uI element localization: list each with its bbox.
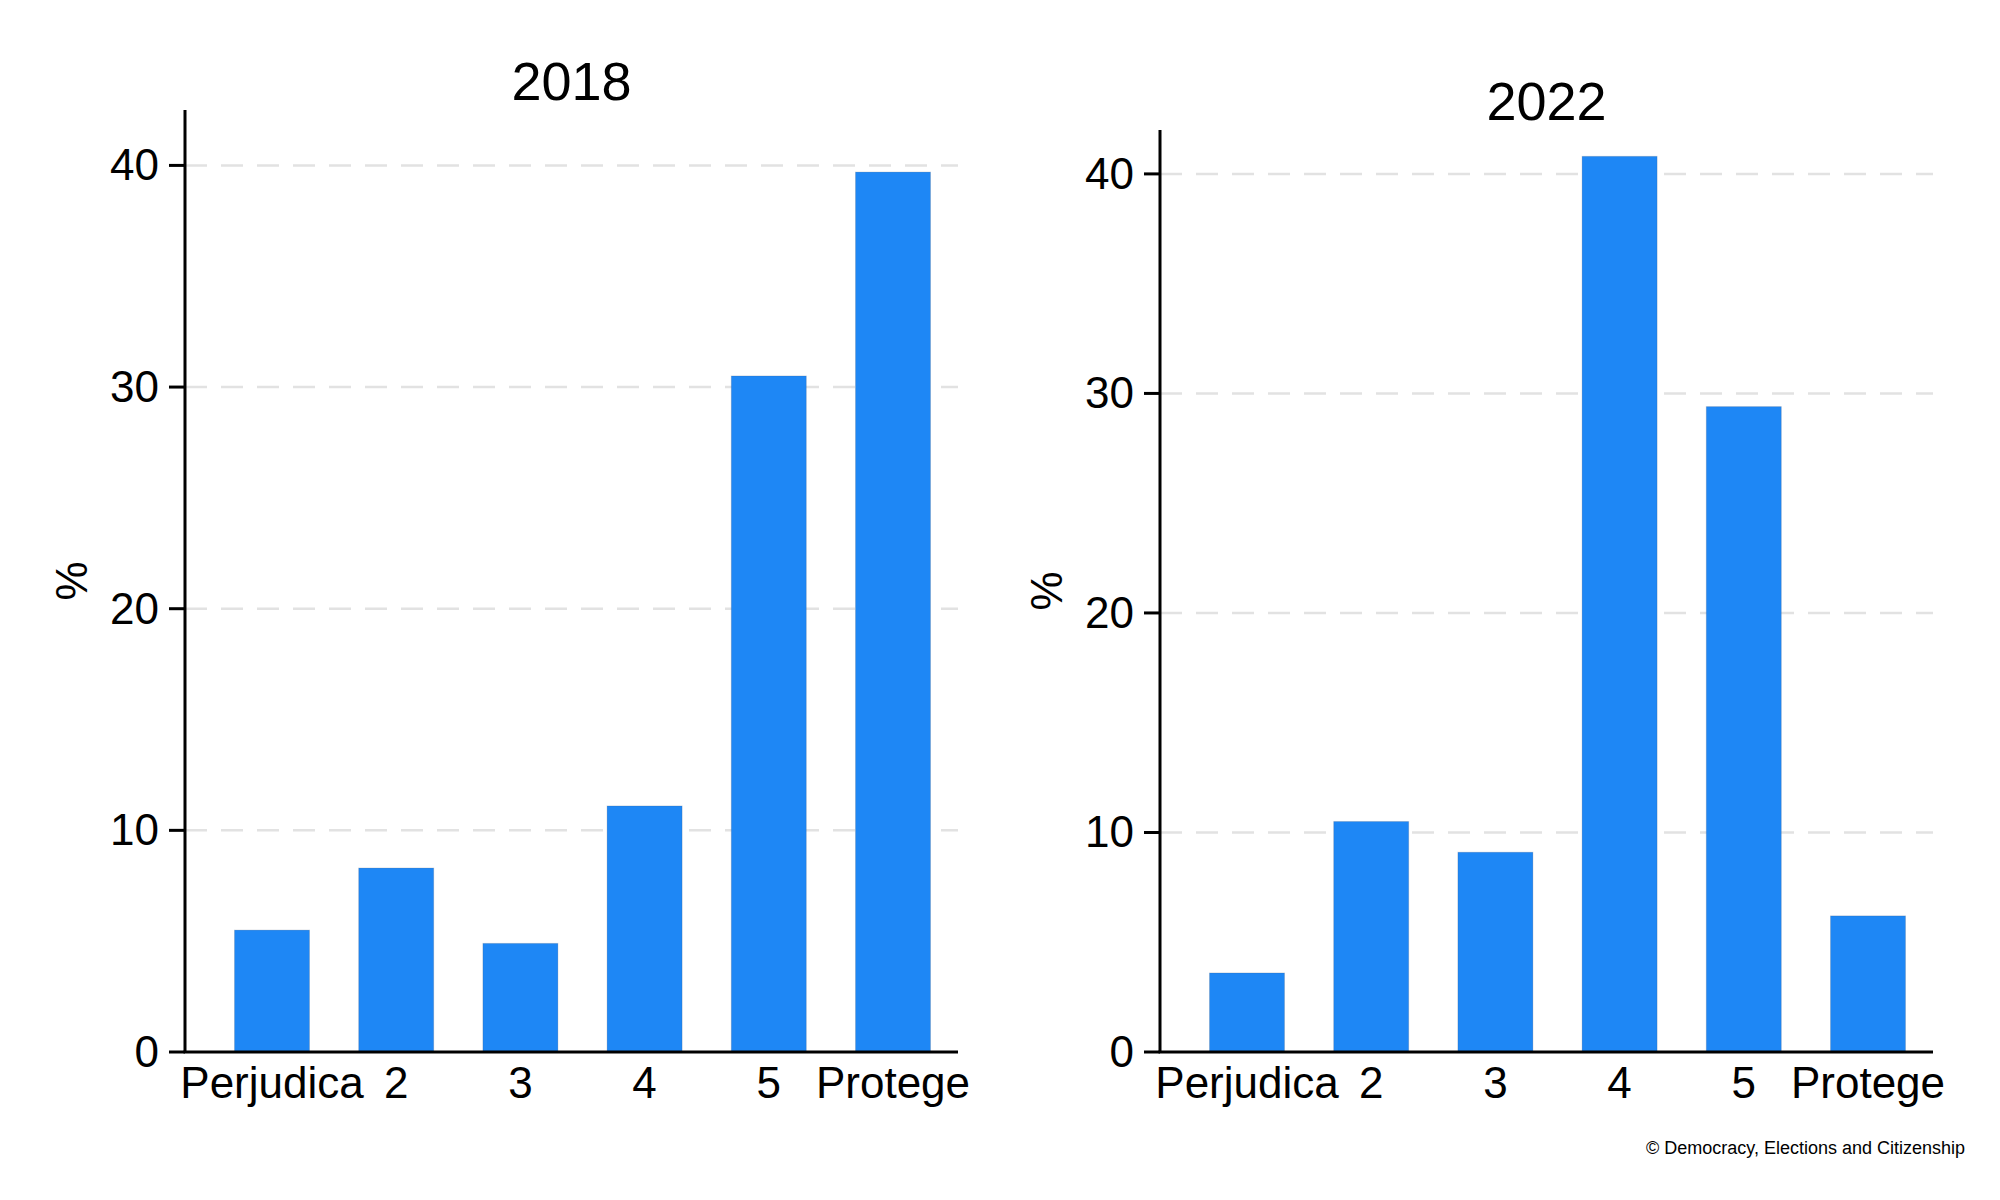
x-tick-label-2: 2 bbox=[384, 1058, 408, 1107]
y-tick-label-40: 40 bbox=[1085, 149, 1134, 198]
x-tick-label-4: 4 bbox=[1607, 1058, 1631, 1107]
y-tick-label-20: 20 bbox=[1085, 588, 1134, 637]
x-tick-label-5: 5 bbox=[1732, 1058, 1756, 1107]
x-tick-label-3: 3 bbox=[508, 1058, 532, 1107]
dual-bar-chart: 0 10 20 30 40 Perjudica 2 3 4 5 Protege% 2018 0 10 20 3… bbox=[0, 0, 2000, 1200]
bar-2018-protege bbox=[856, 172, 931, 1052]
y-tick-label-0: 0 bbox=[1110, 1027, 1134, 1076]
bar-2022-5 bbox=[1706, 407, 1781, 1052]
x-tick-label-perjudica: Perjudica bbox=[1155, 1058, 1339, 1107]
figure-canvas: 0 10 20 30 40 Perjudica 2 3 4 5 Protege% 2018 0 10 20 3… bbox=[0, 0, 2000, 1200]
y-axis-label: % bbox=[47, 561, 96, 600]
y-tick-label-30: 30 bbox=[1085, 368, 1134, 417]
y-tick-label-10: 10 bbox=[1085, 807, 1134, 856]
bar-2022-2 bbox=[1334, 822, 1409, 1053]
panel-title: 2022 bbox=[1486, 71, 1606, 131]
bar-2018-3 bbox=[483, 943, 558, 1052]
y-tick-label-10: 10 bbox=[110, 805, 159, 854]
x-tick-label-protege: Protege bbox=[816, 1058, 970, 1107]
x-tick-label-5: 5 bbox=[757, 1058, 781, 1107]
y-tick-label-0: 0 bbox=[135, 1027, 159, 1076]
bar-2022-3 bbox=[1458, 852, 1533, 1052]
bar-2018-perjudica bbox=[235, 930, 310, 1052]
x-tick-label-3: 3 bbox=[1483, 1058, 1507, 1107]
bar-2018-5 bbox=[731, 376, 806, 1052]
bar-2022-4 bbox=[1582, 156, 1657, 1052]
bar-2022-perjudica bbox=[1210, 973, 1285, 1052]
bar-2018-2 bbox=[359, 868, 434, 1052]
x-tick-label-4: 4 bbox=[632, 1058, 656, 1107]
panel-2018: 0 10 20 30 40 Perjudica 2 3 4 5 Protege% 2018 bbox=[47, 51, 970, 1107]
y-tick-label-40: 40 bbox=[110, 140, 159, 189]
x-tick-label-protege: Protege bbox=[1791, 1058, 1945, 1107]
y-tick-label-30: 30 bbox=[110, 362, 159, 411]
bar-2022-protege bbox=[1831, 916, 1906, 1052]
panel-2022: 0 10 20 30 40 Perjudica 2 3 4 5 Protege% 2022 bbox=[1022, 71, 1945, 1107]
y-axis-label: % bbox=[1022, 571, 1071, 610]
y-tick-label-20: 20 bbox=[110, 584, 159, 633]
panel-title: 2018 bbox=[511, 51, 631, 111]
copyright-note: © Democracy, Elections and Citizenship bbox=[1646, 1138, 1965, 1159]
bar-2018-4 bbox=[607, 806, 682, 1052]
x-tick-label-perjudica: Perjudica bbox=[180, 1058, 364, 1107]
x-tick-label-2: 2 bbox=[1359, 1058, 1383, 1107]
